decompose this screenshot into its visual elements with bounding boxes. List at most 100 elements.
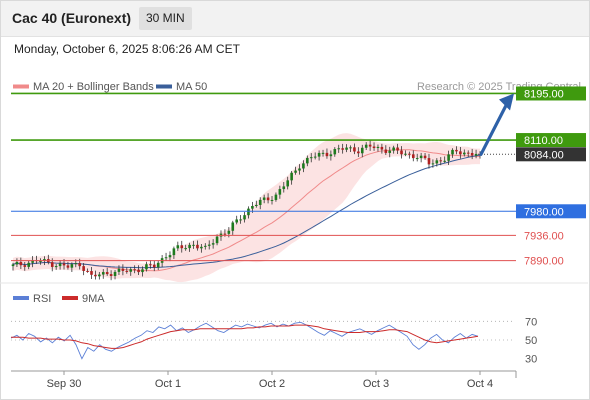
timeframe-badge[interactable]: 30 MIN bbox=[139, 7, 192, 30]
candle-body bbox=[62, 263, 66, 266]
candle-body bbox=[235, 219, 238, 223]
candle-body bbox=[317, 152, 321, 157]
candle-body bbox=[207, 244, 211, 246]
timestamp: Monday, October 6, 2025 8:06:26 AM CET bbox=[14, 42, 240, 56]
candle-body bbox=[43, 259, 46, 261]
candle-body bbox=[309, 157, 313, 159]
candle-body bbox=[149, 264, 152, 266]
candle-body bbox=[180, 245, 184, 249]
candle-body bbox=[231, 222, 235, 231]
candle-body bbox=[380, 146, 384, 150]
bollinger-band bbox=[13, 133, 480, 283]
candle-body bbox=[404, 153, 407, 155]
current-label: 8084.00 bbox=[524, 149, 564, 161]
candle-body bbox=[129, 269, 133, 272]
candle-body bbox=[313, 156, 317, 158]
candle-body bbox=[156, 262, 160, 268]
candle-body bbox=[105, 272, 109, 275]
ma50-swatch bbox=[156, 84, 172, 89]
header-bar: Cac 40 (Euronext) 30 MIN bbox=[1, 1, 589, 37]
candle-body bbox=[247, 208, 250, 216]
candle-body bbox=[101, 272, 105, 275]
rsi-tick-label: 70 bbox=[525, 316, 537, 328]
current-label-box bbox=[516, 147, 586, 162]
candle-body bbox=[463, 152, 466, 155]
candle-body bbox=[215, 236, 219, 244]
candle-body bbox=[451, 149, 454, 155]
candle-body bbox=[419, 155, 423, 159]
resistance-label: 8195.00 bbox=[524, 88, 564, 100]
candle-body bbox=[274, 194, 278, 200]
candle-body bbox=[333, 149, 337, 155]
candle-body bbox=[239, 219, 242, 221]
candle-body bbox=[388, 150, 392, 153]
x-tick-label: Oct 4 bbox=[467, 378, 493, 390]
candle-body bbox=[353, 147, 356, 152]
candle-body bbox=[211, 243, 215, 245]
candle-body bbox=[113, 271, 117, 277]
candle-body bbox=[168, 255, 172, 258]
candle-body bbox=[39, 260, 42, 262]
candle-body bbox=[184, 248, 187, 250]
instrument-title: Cac 40 (Euronext) bbox=[12, 10, 132, 26]
x-tick-label: Oct 1 bbox=[155, 378, 181, 390]
candle-body bbox=[368, 144, 372, 147]
candle-body bbox=[31, 260, 34, 263]
candle-body bbox=[302, 163, 305, 169]
candle-body bbox=[196, 244, 199, 249]
candle-body bbox=[86, 270, 89, 272]
candle-body bbox=[270, 199, 274, 201]
candle-body bbox=[470, 152, 474, 156]
candle-body bbox=[376, 146, 380, 149]
candle-body bbox=[431, 163, 435, 165]
candle-body bbox=[78, 263, 82, 267]
rsi-legend: RSI 9MA bbox=[13, 293, 105, 305]
candle-body bbox=[474, 153, 478, 156]
candle-body bbox=[50, 262, 54, 267]
candle-body bbox=[23, 265, 27, 267]
candle-body bbox=[435, 160, 439, 164]
candle-body bbox=[447, 154, 450, 161]
candle-body bbox=[74, 263, 78, 265]
candle-body bbox=[145, 264, 148, 270]
candle-body bbox=[286, 180, 290, 187]
candle-body bbox=[325, 152, 329, 157]
time-axis: Sep 30 Oct 1 Oct 2 Oct 3 Oct 4 bbox=[11, 370, 517, 390]
candle-body bbox=[243, 215, 246, 220]
candle-body bbox=[364, 144, 368, 148]
support-label: 7890.00 bbox=[524, 256, 564, 268]
rsi-9ma-line bbox=[11, 324, 479, 349]
candle-body bbox=[466, 152, 470, 154]
pivot-label: 7980.00 bbox=[524, 206, 564, 218]
candle-body bbox=[152, 264, 156, 268]
candle-body bbox=[192, 244, 195, 246]
candle-body bbox=[439, 160, 443, 162]
candle-body bbox=[306, 157, 309, 164]
ma20-swatch bbox=[13, 84, 29, 89]
candle-body bbox=[384, 149, 388, 153]
candle-body bbox=[427, 158, 431, 165]
candle-body bbox=[11, 264, 15, 267]
rsi-swatch bbox=[13, 296, 29, 300]
candle-body bbox=[408, 153, 411, 155]
candle-body bbox=[66, 265, 70, 268]
candle-body bbox=[341, 148, 344, 150]
candle-body bbox=[337, 148, 341, 150]
candle-body bbox=[372, 146, 376, 149]
level-lines: 8195.00 8110.00 8084.00 7980.00 7936.00 7890.… bbox=[11, 86, 586, 268]
candle-body bbox=[70, 264, 74, 268]
candle-body bbox=[459, 151, 462, 155]
candle-body bbox=[255, 204, 258, 206]
candle-body bbox=[258, 199, 262, 205]
x-tick-label: Sep 30 bbox=[47, 378, 82, 390]
candle-body bbox=[360, 147, 364, 154]
candle-body bbox=[223, 233, 227, 235]
candle-body bbox=[117, 268, 121, 272]
candle-body bbox=[164, 257, 168, 259]
candle-body bbox=[345, 147, 348, 150]
candle-body bbox=[290, 172, 293, 181]
candle-body bbox=[455, 149, 458, 152]
ma20-legend-label: MA 20 + Bollinger Bands bbox=[33, 81, 154, 93]
candle-body bbox=[415, 158, 419, 160]
